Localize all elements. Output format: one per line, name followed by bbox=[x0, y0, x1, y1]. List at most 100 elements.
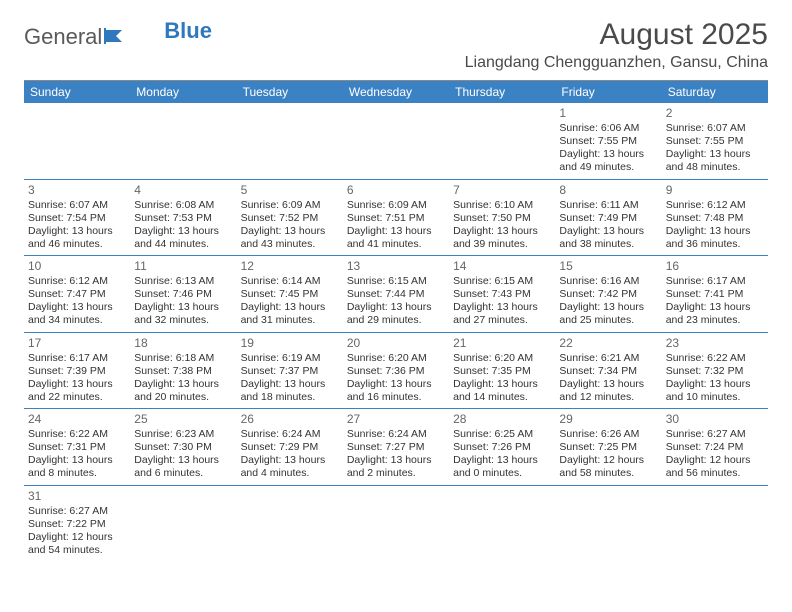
day-sunset: Sunset: 7:29 PM bbox=[241, 441, 339, 454]
day-number: 26 bbox=[241, 412, 339, 427]
day-day1: Daylight: 13 hours bbox=[559, 378, 657, 391]
day-number: 14 bbox=[453, 259, 551, 274]
day-cell: 21Sunrise: 6:20 AMSunset: 7:35 PMDayligh… bbox=[449, 333, 555, 409]
day-sunrise: Sunrise: 6:07 AM bbox=[28, 199, 126, 212]
day-number: 12 bbox=[241, 259, 339, 274]
day-sunrise: Sunrise: 6:20 AM bbox=[453, 352, 551, 365]
day-sunrise: Sunrise: 6:19 AM bbox=[241, 352, 339, 365]
day-day1: Daylight: 13 hours bbox=[28, 378, 126, 391]
day-sunrise: Sunrise: 6:12 AM bbox=[666, 199, 764, 212]
day-cell-empty bbox=[237, 103, 343, 179]
day-cell-empty bbox=[662, 486, 768, 562]
day-number: 5 bbox=[241, 183, 339, 198]
day-day2: and 12 minutes. bbox=[559, 391, 657, 404]
day-number: 24 bbox=[28, 412, 126, 427]
weekday-header: Tuesday bbox=[237, 81, 343, 103]
day-day1: Daylight: 12 hours bbox=[28, 531, 126, 544]
day-day1: Daylight: 13 hours bbox=[666, 301, 764, 314]
day-number: 23 bbox=[666, 336, 764, 351]
day-sunset: Sunset: 7:43 PM bbox=[453, 288, 551, 301]
day-number: 29 bbox=[559, 412, 657, 427]
day-day1: Daylight: 13 hours bbox=[28, 301, 126, 314]
day-day1: Daylight: 13 hours bbox=[453, 301, 551, 314]
day-day2: and 48 minutes. bbox=[666, 161, 764, 174]
day-day2: and 25 minutes. bbox=[559, 314, 657, 327]
day-sunrise: Sunrise: 6:14 AM bbox=[241, 275, 339, 288]
day-day2: and 41 minutes. bbox=[347, 238, 445, 251]
day-cell: 22Sunrise: 6:21 AMSunset: 7:34 PMDayligh… bbox=[555, 333, 661, 409]
day-day1: Daylight: 13 hours bbox=[241, 454, 339, 467]
week-row: 10Sunrise: 6:12 AMSunset: 7:47 PMDayligh… bbox=[24, 256, 768, 333]
day-day2: and 14 minutes. bbox=[453, 391, 551, 404]
day-day2: and 29 minutes. bbox=[347, 314, 445, 327]
logo-text-blue: Blue bbox=[164, 18, 212, 44]
day-sunset: Sunset: 7:39 PM bbox=[28, 365, 126, 378]
day-sunrise: Sunrise: 6:23 AM bbox=[134, 428, 232, 441]
day-cell: 5Sunrise: 6:09 AMSunset: 7:52 PMDaylight… bbox=[237, 180, 343, 256]
day-sunrise: Sunrise: 6:20 AM bbox=[347, 352, 445, 365]
day-number: 4 bbox=[134, 183, 232, 198]
day-cell-empty bbox=[130, 486, 236, 562]
day-day2: and 56 minutes. bbox=[666, 467, 764, 480]
day-day2: and 32 minutes. bbox=[134, 314, 232, 327]
day-day2: and 27 minutes. bbox=[453, 314, 551, 327]
day-cell: 14Sunrise: 6:15 AMSunset: 7:43 PMDayligh… bbox=[449, 256, 555, 332]
day-day1: Daylight: 13 hours bbox=[666, 225, 764, 238]
day-sunrise: Sunrise: 6:27 AM bbox=[28, 505, 126, 518]
day-sunset: Sunset: 7:49 PM bbox=[559, 212, 657, 225]
day-sunrise: Sunrise: 6:06 AM bbox=[559, 122, 657, 135]
day-number: 17 bbox=[28, 336, 126, 351]
day-day1: Daylight: 13 hours bbox=[559, 301, 657, 314]
day-cell: 19Sunrise: 6:19 AMSunset: 7:37 PMDayligh… bbox=[237, 333, 343, 409]
day-cell-empty bbox=[449, 486, 555, 562]
week-row: 31Sunrise: 6:27 AMSunset: 7:22 PMDayligh… bbox=[24, 486, 768, 562]
day-day1: Daylight: 13 hours bbox=[559, 225, 657, 238]
day-day1: Daylight: 12 hours bbox=[559, 454, 657, 467]
day-sunrise: Sunrise: 6:13 AM bbox=[134, 275, 232, 288]
day-number: 6 bbox=[347, 183, 445, 198]
day-sunrise: Sunrise: 6:21 AM bbox=[559, 352, 657, 365]
day-number: 30 bbox=[666, 412, 764, 427]
day-cell: 26Sunrise: 6:24 AMSunset: 7:29 PMDayligh… bbox=[237, 409, 343, 485]
logo: General Blue bbox=[24, 18, 212, 50]
calendar: SundayMondayTuesdayWednesdayThursdayFrid… bbox=[24, 80, 768, 561]
day-day1: Daylight: 13 hours bbox=[241, 301, 339, 314]
day-cell: 2Sunrise: 6:07 AMSunset: 7:55 PMDaylight… bbox=[662, 103, 768, 179]
day-day2: and 43 minutes. bbox=[241, 238, 339, 251]
day-sunset: Sunset: 7:48 PM bbox=[666, 212, 764, 225]
header: General Blue August 2025 Liangdang Cheng… bbox=[24, 18, 768, 72]
day-cell: 8Sunrise: 6:11 AMSunset: 7:49 PMDaylight… bbox=[555, 180, 661, 256]
day-sunset: Sunset: 7:55 PM bbox=[666, 135, 764, 148]
day-sunrise: Sunrise: 6:10 AM bbox=[453, 199, 551, 212]
day-number: 1 bbox=[559, 106, 657, 121]
day-number: 3 bbox=[28, 183, 126, 198]
day-cell: 17Sunrise: 6:17 AMSunset: 7:39 PMDayligh… bbox=[24, 333, 130, 409]
day-sunset: Sunset: 7:27 PM bbox=[347, 441, 445, 454]
day-sunrise: Sunrise: 6:22 AM bbox=[28, 428, 126, 441]
weekday-header-row: SundayMondayTuesdayWednesdayThursdayFrid… bbox=[24, 81, 768, 103]
day-day1: Daylight: 13 hours bbox=[666, 378, 764, 391]
day-cell: 11Sunrise: 6:13 AMSunset: 7:46 PMDayligh… bbox=[130, 256, 236, 332]
day-sunrise: Sunrise: 6:26 AM bbox=[559, 428, 657, 441]
day-number: 20 bbox=[347, 336, 445, 351]
day-sunrise: Sunrise: 6:15 AM bbox=[453, 275, 551, 288]
day-day2: and 8 minutes. bbox=[28, 467, 126, 480]
weekday-header: Thursday bbox=[449, 81, 555, 103]
day-sunset: Sunset: 7:35 PM bbox=[453, 365, 551, 378]
day-number: 31 bbox=[28, 489, 126, 504]
day-sunrise: Sunrise: 6:22 AM bbox=[666, 352, 764, 365]
day-day2: and 54 minutes. bbox=[28, 544, 126, 557]
day-sunset: Sunset: 7:32 PM bbox=[666, 365, 764, 378]
day-sunrise: Sunrise: 6:07 AM bbox=[666, 122, 764, 135]
day-cell: 25Sunrise: 6:23 AMSunset: 7:30 PMDayligh… bbox=[130, 409, 236, 485]
day-cell-empty bbox=[449, 103, 555, 179]
day-sunrise: Sunrise: 6:18 AM bbox=[134, 352, 232, 365]
day-cell: 1Sunrise: 6:06 AMSunset: 7:55 PMDaylight… bbox=[555, 103, 661, 179]
day-number: 18 bbox=[134, 336, 232, 351]
day-day2: and 22 minutes. bbox=[28, 391, 126, 404]
weekday-header: Monday bbox=[130, 81, 236, 103]
day-cell: 23Sunrise: 6:22 AMSunset: 7:32 PMDayligh… bbox=[662, 333, 768, 409]
day-number: 11 bbox=[134, 259, 232, 274]
day-cell: 6Sunrise: 6:09 AMSunset: 7:51 PMDaylight… bbox=[343, 180, 449, 256]
day-sunset: Sunset: 7:45 PM bbox=[241, 288, 339, 301]
